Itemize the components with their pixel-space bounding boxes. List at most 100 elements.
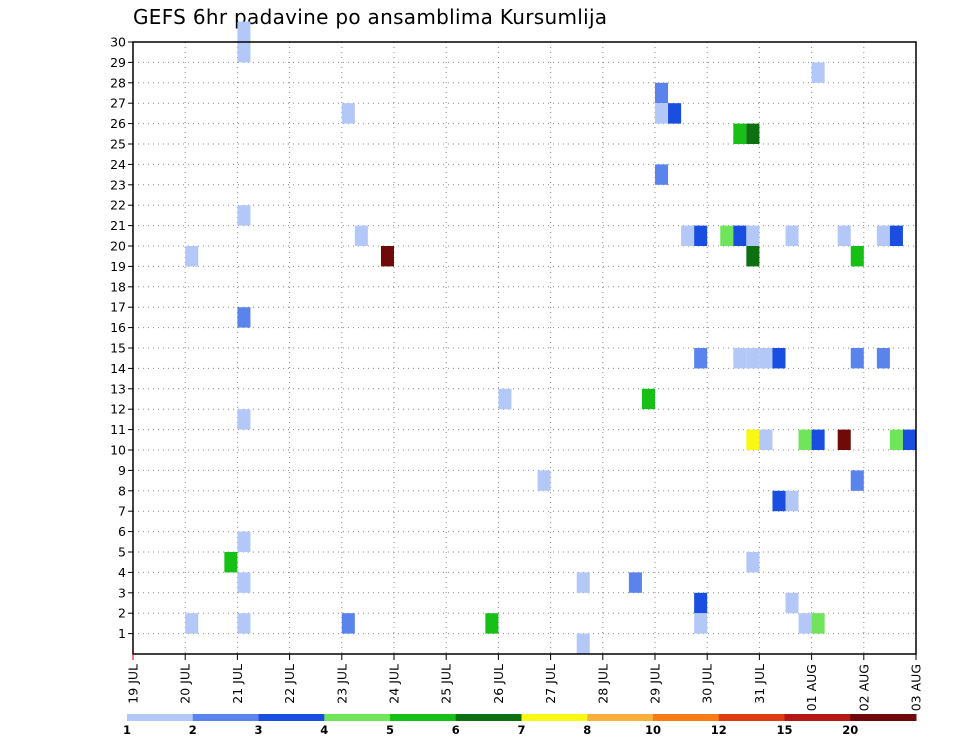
y-tick-label: 1	[118, 626, 126, 641]
colorbar-label: 5	[386, 723, 394, 737]
y-tick-label: 4	[118, 565, 126, 580]
precip-cell	[746, 552, 760, 573]
colorbar-swatch	[390, 714, 457, 721]
y-tick-label: 25	[110, 137, 126, 152]
precip-cell	[733, 225, 747, 246]
precip-cell	[576, 633, 590, 654]
precip-cell	[798, 613, 812, 634]
precip-cell	[655, 164, 669, 185]
y-tick-label: 24	[110, 157, 126, 172]
colorbar-label: 8	[583, 723, 591, 737]
colorbar-swatch	[258, 714, 325, 721]
precip-cell	[537, 470, 551, 491]
x-tick-label: 20 JUL	[178, 664, 193, 704]
precip-cell	[720, 225, 734, 246]
x-tick-label: 01 AUG	[804, 664, 819, 711]
precip-cell	[498, 388, 512, 410]
y-tick-label: 21	[110, 218, 126, 233]
precip-cell	[798, 429, 812, 450]
precip-cell	[237, 42, 251, 63]
precip-cell	[811, 613, 825, 634]
x-tick-label: 03 AUG	[909, 664, 924, 711]
precip-cell	[341, 103, 355, 124]
y-axis: 1234567891011121314151617181920212223242…	[110, 35, 133, 641]
colorbar-label: 15	[776, 723, 792, 737]
x-tick-label: 02 AUG	[856, 664, 871, 711]
y-tick-label: 29	[110, 55, 126, 70]
precip-cell	[785, 592, 799, 614]
y-tick-label: 10	[110, 443, 126, 458]
precip-cell	[811, 429, 825, 450]
x-tick-label: 30 JUL	[700, 664, 715, 704]
precip-cell	[746, 429, 760, 450]
colorbar-label: 3	[254, 723, 262, 737]
colorbar-swatch	[653, 714, 720, 721]
colorbar-swatch	[587, 714, 654, 721]
colorbar-label: 12	[711, 723, 727, 737]
x-tick-label: 21 JUL	[230, 664, 245, 704]
precip-cell	[655, 82, 669, 104]
precip-cell	[485, 613, 499, 634]
precip-cell	[876, 348, 890, 369]
precip-cell	[237, 409, 251, 430]
y-tick-label: 19	[110, 259, 126, 274]
precip-cell	[850, 470, 864, 491]
colorbar-swatch	[718, 714, 785, 721]
precip-cells	[185, 21, 916, 654]
precip-cell	[185, 246, 199, 267]
x-axis: 19 JUL 20 JUL 21 JUL 22 JUL 23 JUL 24 JUL 25 J…	[126, 654, 924, 711]
y-tick-label: 27	[110, 96, 126, 111]
precip-cell	[889, 225, 903, 246]
y-tick-label: 8	[118, 483, 126, 498]
precip-cell	[641, 388, 655, 410]
precip-cell	[237, 613, 251, 634]
x-tick-label: 25 JUL	[439, 664, 454, 704]
precip-cell	[237, 572, 251, 593]
y-tick-label: 30	[110, 35, 126, 50]
y-tick-label: 3	[118, 585, 126, 600]
colorbar-label: 20	[842, 723, 858, 737]
precip-cell	[237, 205, 251, 226]
precip-cell	[746, 123, 760, 144]
precip-cell	[694, 225, 708, 246]
precip-cell	[341, 613, 355, 634]
y-tick-label: 7	[118, 504, 126, 519]
y-tick-label: 15	[110, 341, 126, 356]
x-tick-label: 28 JUL	[595, 664, 610, 704]
precip-cell	[237, 21, 251, 42]
precip-cell	[746, 246, 760, 267]
precip-cell	[902, 429, 916, 450]
precip-cell	[655, 103, 669, 124]
colorbar-swatch	[784, 714, 851, 721]
precip-cell	[237, 531, 251, 552]
y-tick-label: 6	[118, 524, 126, 539]
y-tick-label: 2	[118, 606, 126, 621]
colorbar-label: 7	[517, 723, 525, 737]
precip-cell	[876, 225, 890, 246]
precip-cell	[694, 592, 708, 614]
precip-cell	[380, 246, 394, 267]
precip-cell	[746, 225, 760, 246]
colorbar-label: 2	[189, 723, 197, 737]
precip-cell	[733, 348, 747, 369]
precip-cell	[681, 225, 695, 246]
colorbar-label: 6	[452, 723, 460, 737]
x-tick-label: 19 JUL	[126, 664, 141, 704]
y-tick-label: 23	[110, 177, 126, 192]
x-tick-label: 29 JUL	[648, 664, 663, 704]
precip-cell	[185, 613, 199, 634]
chart-title: GEFS 6hr padavine po ansamblima Kursumli…	[133, 5, 607, 29]
y-tick-label: 13	[110, 381, 126, 396]
precip-cell	[354, 225, 368, 246]
precip-cell	[889, 429, 903, 450]
precip-cell	[759, 429, 773, 450]
precip-cell	[694, 613, 708, 634]
colorbar-swatch	[850, 714, 917, 721]
y-tick-label: 16	[110, 320, 126, 335]
precip-cell	[785, 490, 799, 512]
y-tick-label: 12	[110, 402, 126, 417]
colorbar-swatch	[324, 714, 391, 721]
x-tick-label: 31 JUL	[752, 664, 767, 704]
precip-cell	[837, 225, 851, 246]
x-tick-label: 26 JUL	[491, 664, 506, 704]
